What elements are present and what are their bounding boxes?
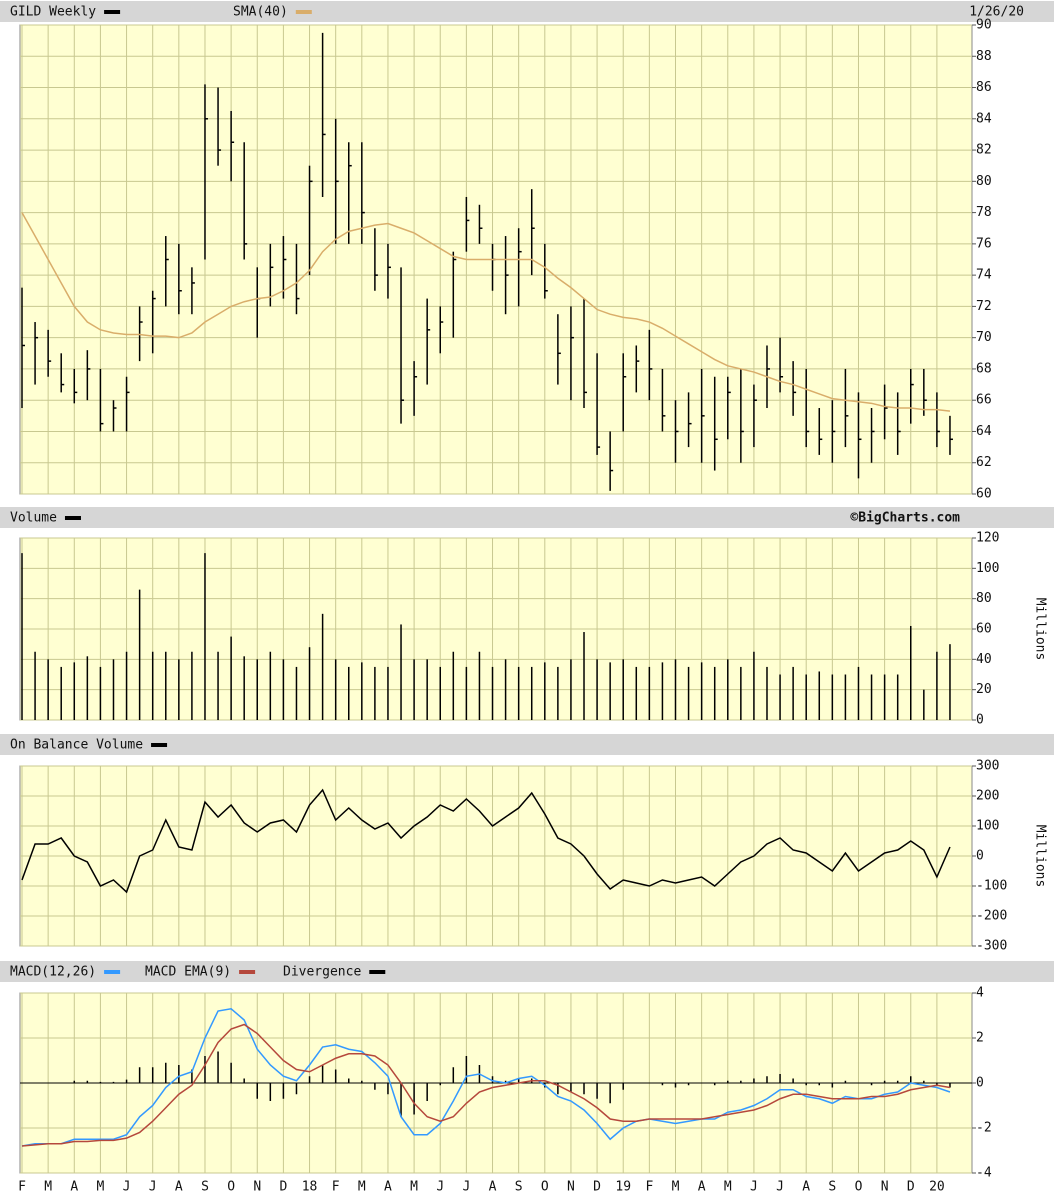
y-tick-label: 70 xyxy=(976,330,992,345)
legend-label: GILD Weekly xyxy=(10,5,96,20)
y-tick-label: 76 xyxy=(976,236,992,251)
y-tick-label: 2 xyxy=(976,1031,984,1046)
macd-line xyxy=(21,1007,951,1147)
credit: ©BigCharts.com xyxy=(850,511,960,526)
y-tick-label: 300 xyxy=(976,759,999,774)
x-tick-label: F xyxy=(18,1180,26,1195)
legend-swatch xyxy=(64,516,81,520)
legend-swatch xyxy=(151,743,168,747)
y-tick-label: 62 xyxy=(976,455,992,470)
y-tick-label: 100 xyxy=(976,561,999,576)
x-tick-label: J xyxy=(776,1180,784,1195)
x-tick-label: O xyxy=(227,1180,235,1195)
x-tick-label: D xyxy=(907,1180,915,1195)
legend-swatch xyxy=(104,10,121,14)
legend-swatch xyxy=(295,10,312,14)
y-tick-label: 86 xyxy=(976,80,992,95)
legend-label: Volume xyxy=(10,511,57,526)
panel-header xyxy=(0,734,1054,755)
y-tick-label: 74 xyxy=(976,268,992,283)
y-tick-label: 0 xyxy=(976,849,984,864)
panel-header xyxy=(0,961,1054,982)
y-tick-label: 72 xyxy=(976,299,992,314)
y-tick-label: 40 xyxy=(976,652,992,667)
legend-label: MACD EMA(9) xyxy=(145,965,231,980)
x-tick-label: J xyxy=(149,1180,157,1195)
x-tick-label: 20 xyxy=(929,1180,945,1195)
y-tick-label: 80 xyxy=(976,174,992,189)
legend-label: MACD(12,26) xyxy=(10,965,96,980)
legend-swatch xyxy=(369,970,386,974)
x-tick-label: F xyxy=(332,1180,340,1195)
y-tick-label: 90 xyxy=(976,18,992,33)
y-tick-label: 60 xyxy=(976,487,992,502)
y-tick-label: 82 xyxy=(976,143,992,158)
sma-line xyxy=(21,212,951,412)
y-tick-label: -100 xyxy=(976,879,1007,894)
y-tick-label: 4 xyxy=(976,986,984,1001)
y-tick-label: 88 xyxy=(976,49,992,64)
legend-label: On Balance Volume xyxy=(10,738,143,753)
y-tick-label: 20 xyxy=(976,682,992,697)
x-tick-label: O xyxy=(855,1180,863,1195)
x-tick-label: D xyxy=(279,1180,287,1195)
y-tick-label: 200 xyxy=(976,789,999,804)
x-tick-label: F xyxy=(645,1180,653,1195)
date-label: 1/26/20 xyxy=(969,5,1024,20)
x-tick-label: S xyxy=(828,1180,836,1195)
y-tick-label: 60 xyxy=(976,622,992,637)
x-tick-label: N xyxy=(253,1180,261,1195)
y-tick-label: -300 xyxy=(976,939,1007,954)
y-axis-label: Millions xyxy=(1033,598,1048,661)
y-tick-label: 84 xyxy=(976,111,992,126)
x-tick-label: S xyxy=(201,1180,209,1195)
x-tick-label: 18 xyxy=(302,1180,318,1195)
x-tick-label: J xyxy=(462,1180,470,1195)
legend-label: Divergence xyxy=(283,965,361,980)
x-tick-label: J xyxy=(123,1180,131,1195)
x-tick-label: O xyxy=(541,1180,549,1195)
y-tick-label: 100 xyxy=(976,819,999,834)
x-tick-label: J xyxy=(436,1180,444,1195)
y-tick-label: -200 xyxy=(976,909,1007,924)
x-tick-label: S xyxy=(515,1180,523,1195)
legend-label: SMA(40) xyxy=(233,5,288,20)
x-tick-label: A xyxy=(802,1180,810,1195)
y-tick-label: 0 xyxy=(976,1076,984,1091)
x-tick-label: M xyxy=(724,1180,732,1195)
x-tick-label: A xyxy=(175,1180,183,1195)
x-tick-label: A xyxy=(489,1180,497,1195)
x-tick-label: M xyxy=(672,1180,680,1195)
y-tick-label: 120 xyxy=(976,531,999,546)
y-tick-label: 0 xyxy=(976,713,984,728)
y-tick-label: 68 xyxy=(976,361,992,376)
x-tick-label: A xyxy=(70,1180,78,1195)
y-axis-label: Millions xyxy=(1033,825,1048,888)
x-tick-label: A xyxy=(698,1180,706,1195)
x-tick-label: D xyxy=(593,1180,601,1195)
y-tick-label: 78 xyxy=(976,205,992,220)
x-tick-label: M xyxy=(97,1180,105,1195)
obv-line xyxy=(21,788,951,894)
x-tick-label: M xyxy=(410,1180,418,1195)
y-tick-label: -2 xyxy=(976,1121,992,1136)
y-tick-label: 80 xyxy=(976,591,992,606)
x-tick-label: M xyxy=(44,1180,52,1195)
panel-header xyxy=(0,1,1054,22)
legend-swatch xyxy=(104,970,121,974)
y-tick-label: -4 xyxy=(976,1166,992,1181)
macd-line xyxy=(21,1023,951,1147)
x-tick-label: N xyxy=(881,1180,889,1195)
legend-swatch xyxy=(239,970,256,974)
panel-header xyxy=(0,507,1054,528)
x-tick-label: 19 xyxy=(615,1180,631,1195)
x-tick-label: M xyxy=(358,1180,366,1195)
x-tick-label: A xyxy=(384,1180,392,1195)
x-tick-label: N xyxy=(567,1180,575,1195)
x-tick-label: J xyxy=(750,1180,758,1195)
y-tick-label: 66 xyxy=(976,393,992,408)
y-tick-label: 64 xyxy=(976,424,992,439)
